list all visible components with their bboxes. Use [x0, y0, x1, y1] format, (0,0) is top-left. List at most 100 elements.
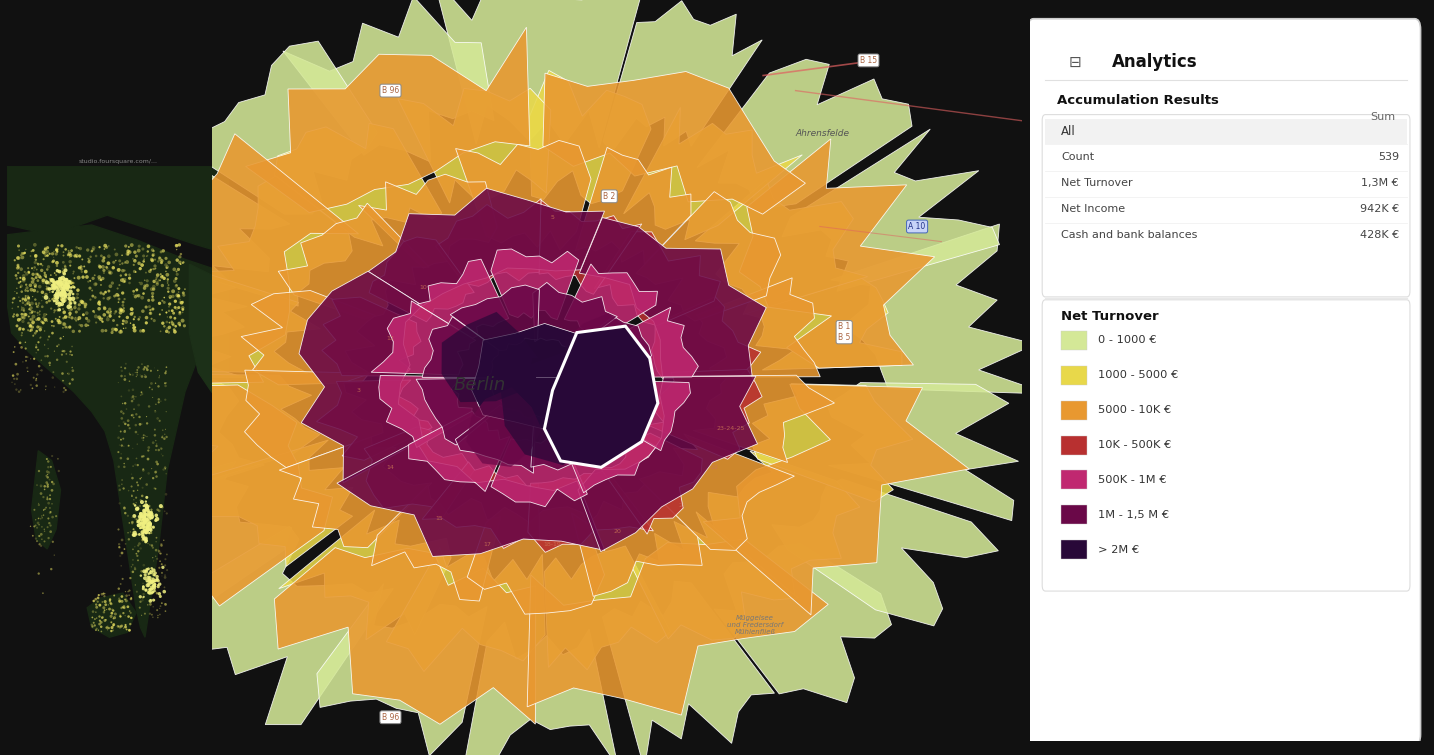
Polygon shape: [632, 512, 799, 640]
Polygon shape: [436, 199, 541, 286]
Point: [168, 256, 191, 268]
Point: [116, 245, 139, 257]
Point: [49, 279, 72, 291]
Point: [155, 361, 178, 373]
Point: [60, 277, 83, 289]
Polygon shape: [278, 510, 452, 639]
Point: [153, 505, 176, 517]
Point: [153, 433, 176, 445]
Point: [95, 242, 118, 254]
Polygon shape: [7, 166, 229, 254]
Point: [113, 293, 136, 305]
Point: [126, 476, 149, 488]
Point: [112, 433, 135, 445]
Point: [109, 270, 132, 282]
Point: [118, 584, 141, 596]
Point: [34, 470, 57, 482]
Point: [119, 572, 142, 584]
Point: [95, 614, 118, 626]
Point: [126, 503, 149, 515]
Text: Müggelsee
und Fredersdorf
Mühlenfließ: Müggelsee und Fredersdorf Mühlenfließ: [727, 615, 783, 635]
Point: [139, 513, 162, 525]
Point: [118, 277, 141, 289]
Point: [98, 267, 120, 279]
Point: [53, 382, 76, 394]
Point: [108, 541, 130, 553]
Point: [122, 523, 145, 535]
Point: [59, 297, 82, 310]
Point: [22, 316, 44, 328]
Point: [120, 612, 143, 624]
Point: [141, 391, 163, 403]
Point: [130, 291, 153, 304]
Point: [46, 291, 69, 303]
Point: [146, 278, 169, 290]
Point: [158, 257, 181, 269]
Point: [153, 428, 176, 440]
Point: [32, 317, 54, 329]
Point: [6, 287, 29, 299]
Point: [143, 430, 166, 442]
Point: [129, 511, 152, 523]
Point: [59, 346, 82, 358]
Point: [77, 254, 100, 266]
Point: [109, 448, 132, 460]
Point: [33, 483, 56, 495]
Polygon shape: [533, 282, 618, 350]
Point: [148, 393, 171, 405]
Point: [135, 251, 158, 263]
Point: [34, 274, 57, 286]
Point: [145, 466, 168, 478]
Polygon shape: [386, 547, 545, 671]
Point: [156, 311, 179, 323]
Point: [54, 264, 77, 276]
Point: [143, 581, 166, 593]
Point: [34, 271, 57, 283]
Point: [142, 573, 165, 585]
Point: [128, 602, 151, 614]
Point: [135, 508, 158, 520]
Point: [50, 240, 73, 252]
Point: [80, 612, 103, 624]
Point: [44, 269, 67, 281]
Point: [153, 599, 176, 611]
Point: [82, 244, 105, 256]
Point: [136, 579, 159, 591]
Point: [151, 538, 174, 550]
Point: [36, 334, 59, 346]
Point: [132, 325, 155, 337]
Text: 5000 - 10K €: 5000 - 10K €: [1098, 405, 1172, 415]
Point: [156, 273, 179, 285]
Point: [165, 280, 188, 292]
Point: [132, 500, 155, 512]
Point: [153, 581, 176, 593]
Text: B 1
B 5: B 1 B 5: [837, 322, 850, 342]
Point: [132, 581, 155, 593]
Text: B 2: B 2: [604, 192, 615, 201]
Point: [130, 520, 153, 532]
Point: [103, 323, 126, 335]
Point: [135, 495, 158, 507]
Point: [1, 310, 24, 322]
Point: [30, 258, 53, 270]
Point: [122, 285, 145, 297]
Point: [136, 523, 159, 535]
Point: [133, 504, 156, 516]
Point: [113, 264, 136, 276]
Point: [143, 254, 166, 266]
Point: [54, 294, 77, 307]
Polygon shape: [466, 387, 542, 467]
Bar: [1061, 541, 1087, 559]
Point: [42, 251, 65, 263]
Point: [108, 255, 130, 267]
Point: [146, 579, 169, 591]
Point: [62, 374, 85, 386]
Point: [133, 608, 156, 620]
Point: [172, 287, 195, 299]
Point: [132, 528, 155, 541]
Point: [46, 304, 69, 316]
Point: [27, 344, 50, 356]
Point: [53, 290, 76, 302]
Point: [128, 276, 151, 288]
Point: [47, 304, 70, 316]
